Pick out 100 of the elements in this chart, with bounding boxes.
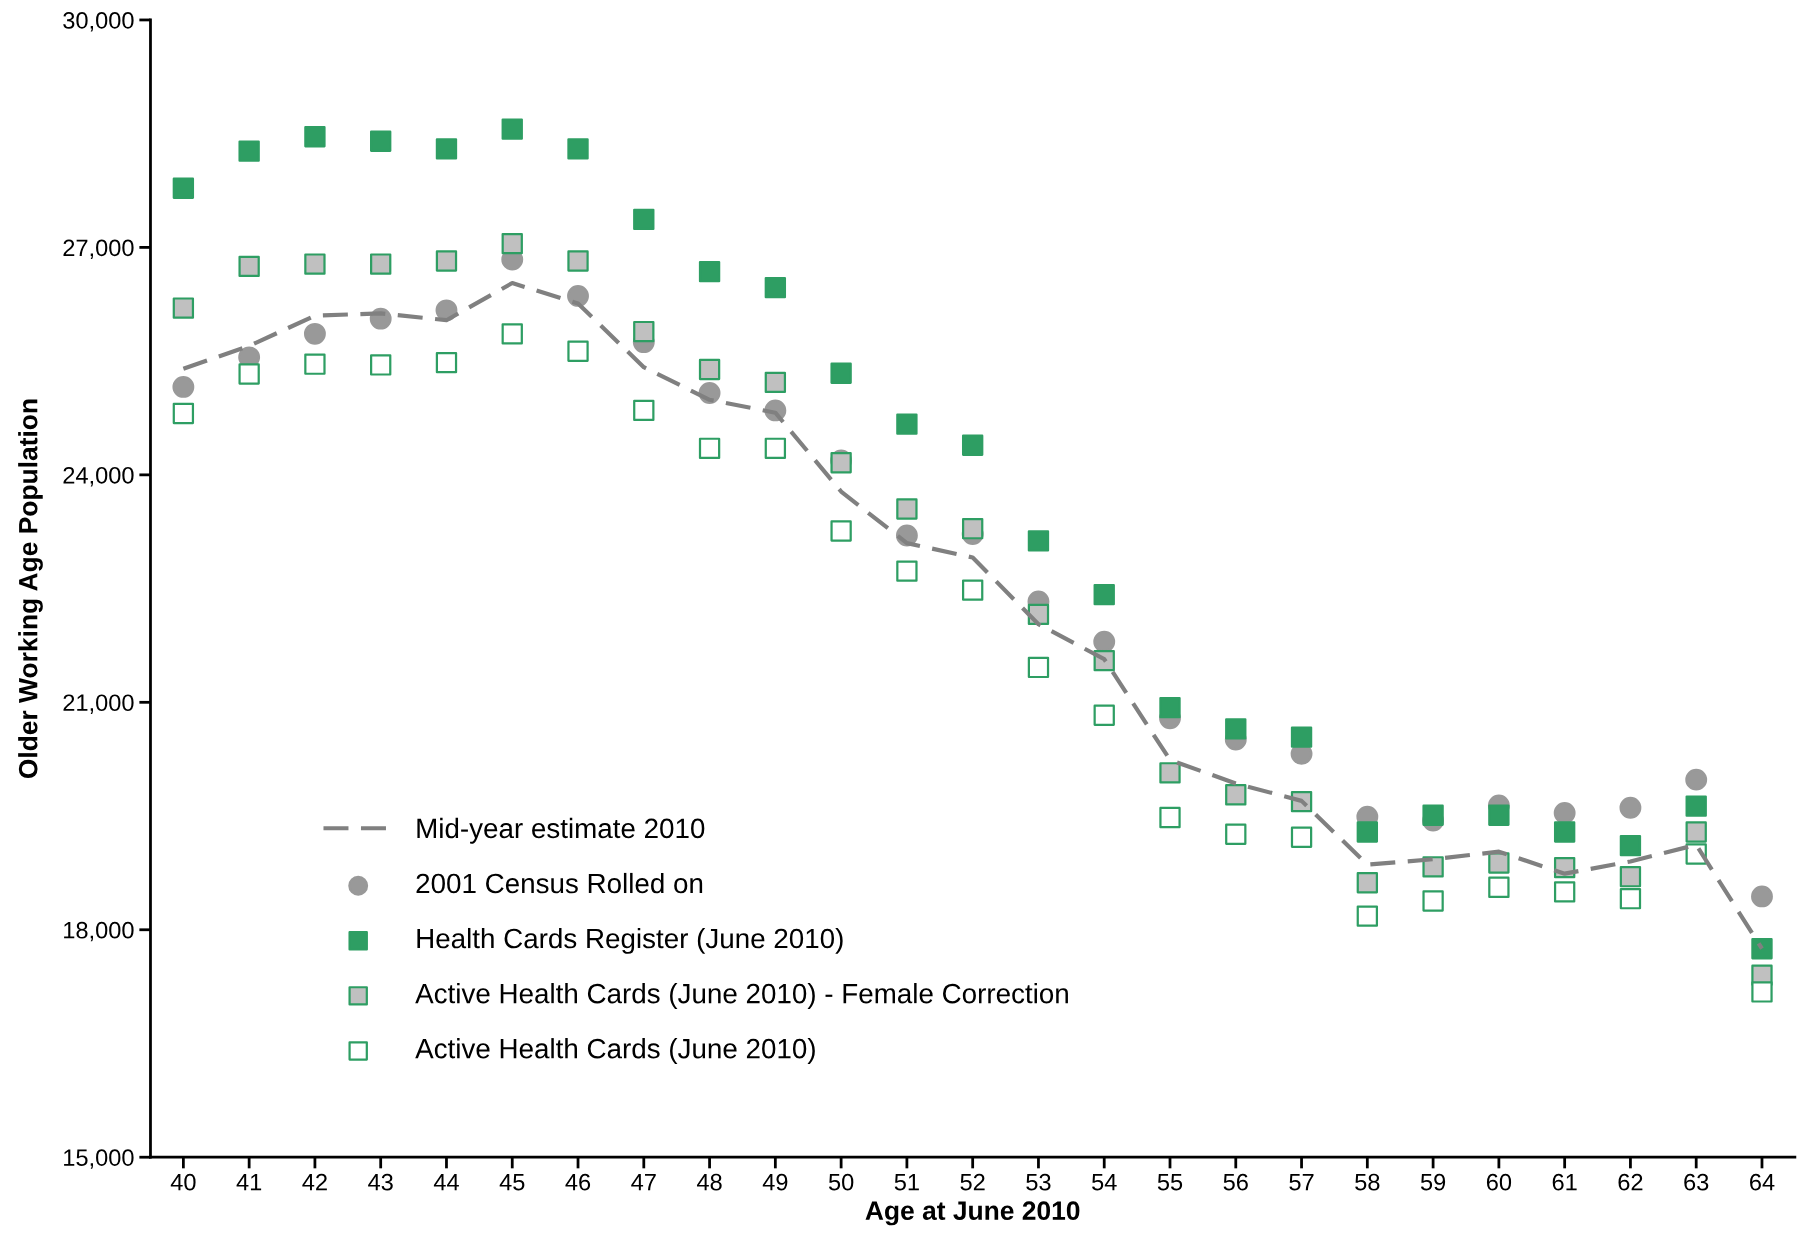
x-tick-label: 59 [1420, 1173, 1446, 1191]
point [1290, 726, 1313, 748]
point [304, 126, 326, 148]
x-tick-label: 53 [1026, 1173, 1051, 1191]
point [1422, 890, 1444, 912]
point [172, 402, 195, 425]
x-tick-label: 58 [1355, 1173, 1380, 1191]
point [764, 276, 787, 299]
point [501, 323, 523, 345]
point [961, 579, 984, 601]
legend-label: Active Health Cards (June 2010) [415, 1038, 815, 1064]
point [1225, 718, 1247, 740]
x-tick-label: 51 [894, 1174, 919, 1191]
point [1488, 876, 1510, 898]
y-tick-label: 27,000 [63, 239, 134, 259]
y-tick-label: 30,000 [63, 12, 134, 32]
y-tick-label: 15,000 [64, 1149, 134, 1169]
point [435, 138, 458, 160]
y-axis-title: Older Working Age Population [18, 399, 43, 779]
x-tick-label: 64 [1750, 1173, 1775, 1191]
point [633, 208, 655, 231]
point [238, 140, 260, 162]
point [1422, 804, 1444, 826]
legend-label: 2001 Census Rolled on [416, 872, 703, 894]
point [238, 255, 260, 278]
point [633, 399, 655, 422]
x-tick-label: 63 [1684, 1173, 1709, 1191]
point [764, 371, 787, 394]
x-tick-label: 43 [368, 1173, 393, 1191]
point [1225, 784, 1247, 806]
point [698, 437, 721, 459]
point [1553, 802, 1576, 824]
x-tick-label: 40 [170, 1173, 196, 1191]
point [567, 138, 589, 160]
point [633, 320, 655, 343]
point [830, 362, 852, 384]
point [435, 351, 458, 374]
point [1751, 938, 1773, 960]
point [1159, 696, 1181, 719]
point [435, 250, 458, 272]
x-tick-label: 41 [236, 1174, 262, 1191]
point [370, 253, 392, 275]
x-tick-label: 45 [499, 1174, 525, 1191]
x-tick-label: 49 [762, 1173, 788, 1191]
point [1027, 530, 1050, 552]
point [304, 253, 326, 275]
legend-label: Health Cards Register (June 2010) [417, 927, 843, 954]
point [1093, 583, 1115, 606]
point [304, 353, 326, 375]
x-tick-label: 54 [1092, 1174, 1117, 1191]
point [303, 322, 326, 345]
point [501, 232, 523, 255]
point [1093, 630, 1116, 653]
point [1685, 768, 1708, 791]
point [1619, 866, 1642, 888]
y-tick-label: 18,000 [64, 921, 134, 942]
point [1027, 656, 1050, 679]
point [1356, 821, 1379, 843]
x-tick-label: 57 [1289, 1174, 1314, 1191]
point [172, 177, 195, 199]
point [698, 358, 721, 381]
point [1159, 806, 1181, 829]
x-tick-label: 55 [1157, 1174, 1183, 1191]
point [896, 498, 918, 520]
point [1553, 881, 1576, 903]
y-tick-label: 24,000 [63, 466, 134, 487]
point [1356, 872, 1379, 894]
point [1619, 888, 1642, 910]
point [1751, 981, 1773, 1003]
y-tick-label: 21,000 [63, 694, 134, 714]
x-axis-title: Age at June 2010 [865, 1201, 1080, 1226]
point [1619, 834, 1642, 857]
legend-label: Mid-year estimate 2010 [417, 817, 705, 844]
x-tick-label: 52 [960, 1173, 985, 1191]
x-tick-label: 47 [631, 1174, 656, 1191]
point [1290, 826, 1313, 848]
point [1685, 795, 1707, 817]
point [896, 560, 918, 582]
point [1356, 905, 1379, 927]
point [764, 437, 787, 459]
point [370, 130, 392, 152]
x-tick-label: 42 [302, 1173, 327, 1191]
point [501, 118, 523, 140]
legend-label: Active Health Cards (June 2010) - Female Correction [415, 983, 1068, 1009]
point [238, 363, 260, 385]
point [1488, 852, 1510, 874]
point [172, 297, 195, 319]
point [1685, 821, 1707, 843]
x-tick-label: 44 [433, 1174, 459, 1191]
point [370, 354, 392, 376]
point [1488, 804, 1510, 826]
point [567, 340, 589, 362]
point [1751, 885, 1773, 908]
point [1619, 796, 1642, 819]
point [172, 375, 195, 398]
point [961, 434, 984, 456]
point [567, 250, 589, 272]
x-tick-label: 50 [828, 1173, 854, 1191]
x-tick-label: 46 [565, 1173, 591, 1191]
point [1553, 821, 1576, 843]
